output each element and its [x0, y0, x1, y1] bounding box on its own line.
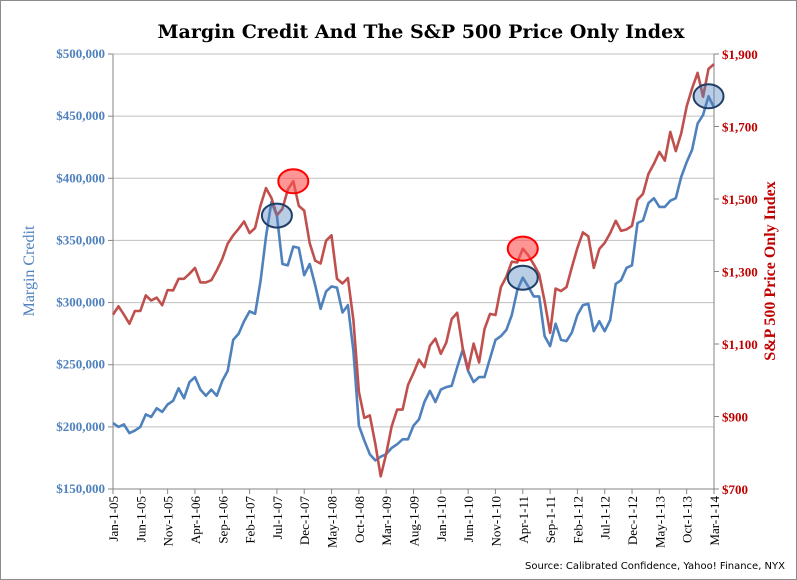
x-tick-label: Nov-1-10 — [488, 496, 503, 547]
x-tick-label: Nov-1-05 — [161, 496, 176, 547]
x-tick-label: Jun-1-10 — [461, 496, 476, 542]
right-tick-label: $1,700 — [722, 120, 758, 135]
x-tick-label: Jul-1-12 — [598, 496, 613, 539]
x-tick-label: Mar-1-14 — [707, 496, 722, 546]
x-tick-label: Mar-1-09 — [379, 496, 394, 546]
left-tick-label: $500,000 — [56, 46, 105, 61]
x-tick-label: Jun-1-05 — [133, 496, 148, 542]
x-tick-label: Dec-1-12 — [625, 496, 640, 545]
x-tick-label: Feb-1-12 — [570, 496, 585, 544]
margin-credit-peak-marker — [692, 83, 725, 110]
x-tick-label: Jul-1-07 — [270, 496, 285, 540]
x-tick-label: Aug-1-09 — [407, 496, 422, 547]
left-tick-label: $250,000 — [56, 357, 105, 372]
x-tick-label: Oct-1-13 — [680, 496, 695, 543]
left-tick-label: $350,000 — [56, 232, 105, 247]
x-tick-label: May-1-13 — [652, 496, 667, 548]
x-tick-label: Feb-1-07 — [243, 496, 258, 544]
right-tick-label: $1,500 — [722, 192, 758, 207]
right-axis-label: S&P 500 Price Only Index — [762, 181, 779, 361]
left-axis-label: Margin Credit — [21, 225, 38, 316]
left-tick-label: $400,000 — [56, 170, 105, 185]
left-tick-label: $300,000 — [56, 295, 105, 310]
x-tick-label: Dec-1-07 — [297, 496, 312, 546]
right-tick-label: $700 — [722, 482, 748, 497]
x-tick-label: Jan-1-05 — [106, 496, 121, 542]
x-tick-label: Sep-1-11 — [543, 496, 558, 543]
source-note: Source: Calibrated Confidence, Yahoo! Fi… — [525, 561, 785, 572]
margin-credit-peak-marker — [260, 202, 293, 229]
chart-title: Margin Credit And The S&P 500 Price Only… — [158, 21, 686, 43]
left-tick-label: $450,000 — [56, 108, 105, 123]
right-tick-label: $1,300 — [722, 265, 758, 280]
x-tick-label: May-1-08 — [325, 496, 340, 548]
x-tick-label: Apr-1-06 — [188, 496, 203, 545]
x-tick-label: Oct-1-08 — [352, 496, 367, 543]
right-tick-label: $1,100 — [722, 337, 758, 352]
x-tick-label: Sep-1-06 — [215, 496, 230, 544]
left-tick-label: $150,000 — [56, 481, 105, 496]
margin-credit-peak-marker — [506, 264, 539, 291]
margin-credit-line — [112, 95, 716, 462]
right-tick-label: $1,900 — [722, 47, 758, 62]
sp500-peak-marker — [277, 168, 310, 195]
left-tick-label: $200,000 — [56, 419, 105, 434]
sp500-peak-marker — [506, 235, 539, 262]
x-tick-label: Apr-1-11 — [516, 496, 531, 544]
sp500-line — [111, 63, 715, 478]
right-tick-label: $900 — [722, 410, 748, 425]
x-tick-label: Jan-1-10 — [434, 496, 449, 542]
